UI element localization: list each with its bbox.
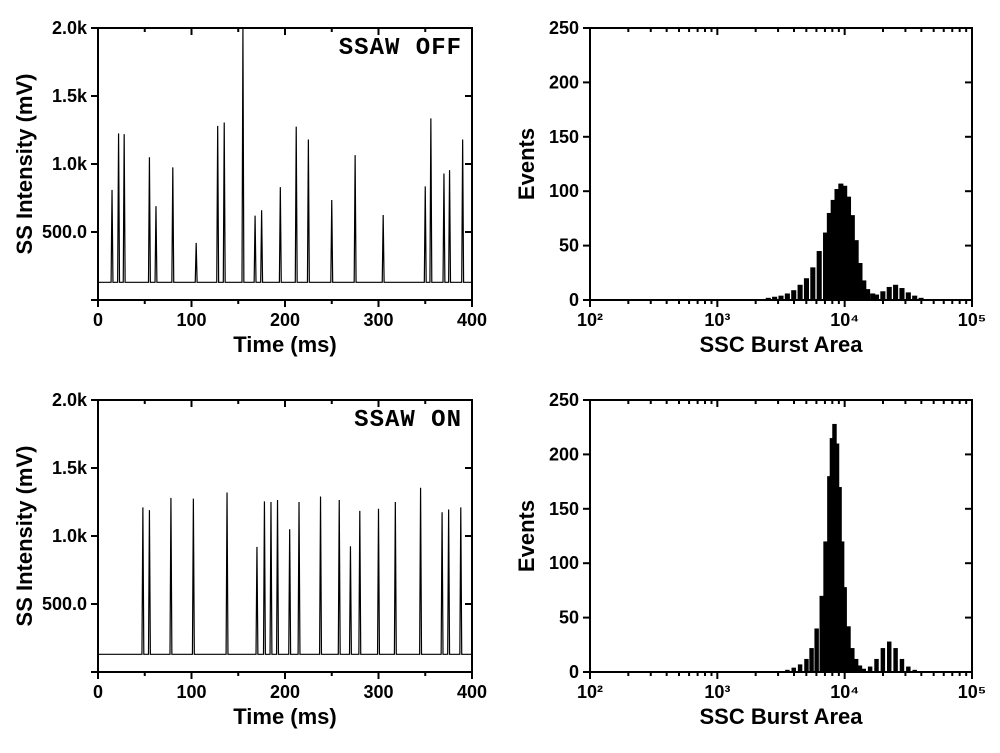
svg-text:200: 200 [270, 682, 300, 702]
svg-text:10²: 10² [577, 682, 603, 702]
svg-text:Time (ms): Time (ms) [233, 332, 337, 357]
svg-text:SSC Burst Area: SSC Burst Area [699, 704, 863, 729]
svg-text:100: 100 [549, 553, 579, 573]
svg-text:10⁴: 10⁴ [830, 682, 859, 702]
svg-text:Time (ms): Time (ms) [233, 704, 337, 729]
svg-text:500.0: 500.0 [42, 222, 87, 242]
panel-timeseries-off: 0 100 200 300 400 500.0 1.0k 1.5k 2.0k Time (ms) S… [10, 10, 490, 370]
svg-text:50: 50 [559, 608, 579, 628]
svg-text:100: 100 [176, 682, 206, 702]
svg-text:10⁵: 10⁵ [958, 682, 986, 702]
svg-text:SSAW ON: SSAW ON [354, 407, 462, 434]
svg-text:500.0: 500.0 [42, 594, 87, 614]
svg-text:10⁴: 10⁴ [830, 310, 859, 330]
svg-text:0: 0 [569, 290, 579, 310]
svg-text:1.5k: 1.5k [52, 458, 88, 478]
svg-text:100: 100 [549, 181, 579, 201]
svg-text:50: 50 [559, 236, 579, 256]
svg-text:200: 200 [549, 444, 579, 464]
svg-text:300: 300 [363, 310, 393, 330]
svg-text:10²: 10² [577, 310, 603, 330]
svg-text:300: 300 [363, 682, 393, 702]
svg-text:10⁵: 10⁵ [958, 310, 986, 330]
panel-hist-on: 10² 10³ 10⁴ 10⁵ 0 50 100 150 200 250 SSC Burst Are… [510, 382, 990, 742]
svg-text:150: 150 [549, 499, 579, 519]
svg-text:0: 0 [93, 310, 103, 330]
svg-text:10³: 10³ [704, 682, 730, 702]
svg-text:SSAW OFF: SSAW OFF [339, 35, 462, 62]
svg-text:250: 250 [549, 390, 579, 410]
svg-text:1.5k: 1.5k [52, 86, 88, 106]
svg-text:2.0k: 2.0k [52, 390, 88, 410]
panel-hist-off: 10² 10³ 10⁴ 10⁵ 0 50 100 150 200 250 SSC Burst Are… [510, 10, 990, 370]
svg-text:0: 0 [569, 662, 579, 682]
svg-text:150: 150 [549, 127, 579, 147]
panel-timeseries-on: 0 100 200 300 400 500.0 1.0k 1.5k 2.0k Time (ms) S… [10, 382, 490, 742]
svg-text:1.0k: 1.0k [52, 154, 88, 174]
svg-text:0: 0 [93, 682, 103, 702]
svg-text:400: 400 [457, 310, 487, 330]
svg-text:SSC Burst Area: SSC Burst Area [699, 332, 863, 357]
svg-text:1.0k: 1.0k [52, 526, 88, 546]
figure-grid: 0 100 200 300 400 500.0 1.0k 1.5k 2.0k Time (ms) S… [10, 10, 990, 742]
svg-text:400: 400 [457, 682, 487, 702]
svg-text:200: 200 [549, 72, 579, 92]
svg-text:Events: Events [514, 128, 539, 200]
svg-text:200: 200 [270, 310, 300, 330]
svg-text:Events: Events [514, 500, 539, 572]
svg-text:SS Intensity (mV): SS Intensity (mV) [12, 446, 37, 627]
svg-text:SS Intensity (mV): SS Intensity (mV) [12, 74, 37, 255]
svg-text:2.0k: 2.0k [52, 18, 88, 38]
svg-text:10³: 10³ [704, 310, 730, 330]
svg-text:100: 100 [176, 310, 206, 330]
svg-text:250: 250 [549, 18, 579, 38]
